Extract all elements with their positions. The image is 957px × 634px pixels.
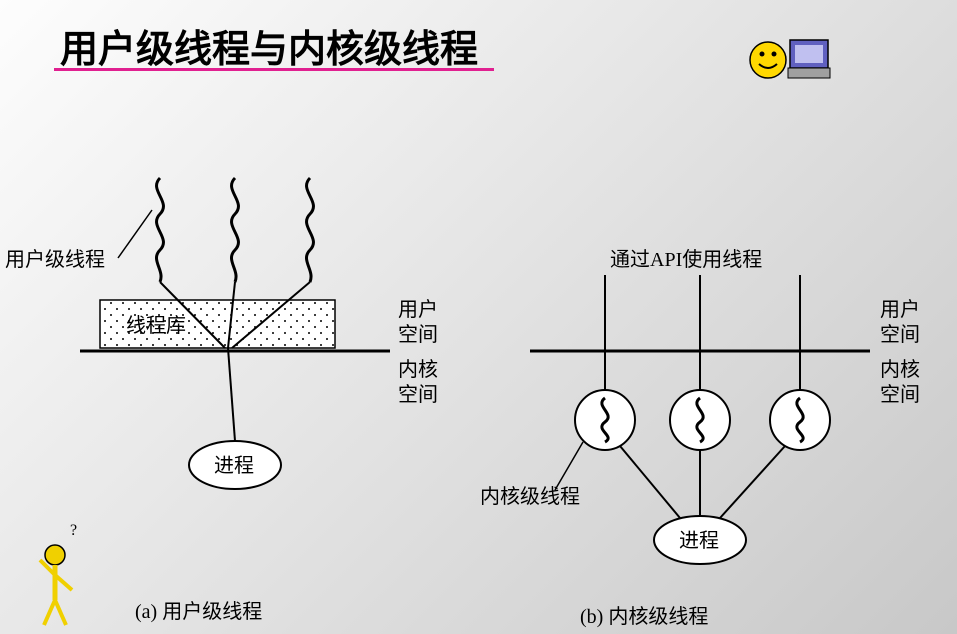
- left-user-space-label: 用户 空间: [398, 298, 438, 348]
- kernel-thread-circles: [575, 390, 830, 450]
- right-user-space-label: 用户 空间: [880, 298, 920, 348]
- smiley-computer-icon: [750, 40, 830, 78]
- right-kernel-space-label: 内核 空间: [880, 358, 920, 408]
- api-label: 通过API使用线程: [610, 248, 762, 273]
- right-label-pointer: [555, 442, 583, 490]
- left-caption: (a) 用户级线程: [135, 595, 262, 624]
- right-process-label: 进程: [679, 529, 719, 554]
- left-user-thread-label: 用户级线程: [5, 248, 105, 273]
- svg-text:?: ?: [70, 522, 77, 539]
- left-wavy-threads: [156, 178, 313, 282]
- kernel-thread-label: 内核级线程: [480, 485, 580, 510]
- api-stems: [605, 275, 800, 390]
- thread-lib-label: 线程库: [126, 314, 186, 339]
- right-caption: (b) 内核级线程: [580, 600, 708, 629]
- left-kernel-space-label: 内核 空间: [398, 358, 438, 408]
- right-converge-lines: [620, 446, 785, 518]
- left-label-pointer: [118, 210, 152, 258]
- left-process-label: 进程: [214, 454, 254, 479]
- thinker-icon: ?: [40, 522, 77, 625]
- left-process-stem: [228, 348, 235, 441]
